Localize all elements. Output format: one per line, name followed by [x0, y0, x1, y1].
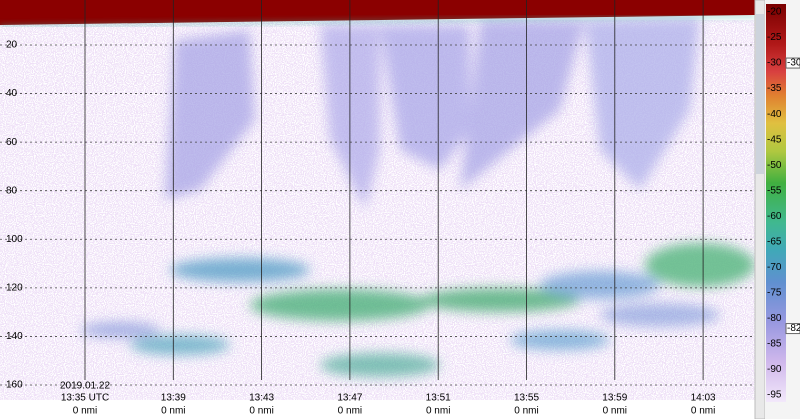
distance-label: 0 nmi	[514, 406, 538, 417]
color-scale-label: -65	[767, 236, 782, 247]
color-bar	[766, 4, 786, 402]
time-label: 13:55	[514, 393, 539, 404]
color-scale-label: -50	[767, 160, 782, 171]
color-scale-label: -55	[767, 185, 782, 196]
color-scale-label: -25	[767, 32, 782, 43]
depth-label: 20	[6, 40, 18, 51]
color-scale-label: -90	[767, 364, 782, 375]
color-scale-label: -60	[767, 211, 782, 222]
time-label: 13:35 UTC	[61, 393, 109, 404]
threshold-marker-box	[785, 57, 800, 69]
time-label: 13:47	[337, 393, 362, 404]
color-scale-label: -40	[767, 109, 782, 120]
time-label: 13:39	[161, 393, 186, 404]
echogram-image	[0, 0, 756, 400]
color-scale-label: -95	[767, 390, 782, 401]
distance-label: 0 nmi	[338, 406, 362, 417]
time-label: 14:03	[691, 393, 716, 404]
time-label: 13:43	[249, 393, 274, 404]
depth-label: 160	[6, 380, 23, 391]
distance-label: 0 nmi	[603, 406, 627, 417]
distance-label: 0 nmi	[426, 406, 450, 417]
color-scale-label: -30	[767, 58, 782, 69]
depth-label: 120	[6, 282, 23, 293]
depth-label: 60	[6, 137, 18, 148]
scrollbar-thumb[interactable]	[756, 14, 764, 174]
depth-label: 140	[6, 331, 23, 342]
threshold-marker-box	[785, 323, 800, 335]
depth-label: 40	[6, 88, 18, 99]
distance-label: 0 nmi	[691, 406, 715, 417]
time-label: 13:59	[602, 393, 627, 404]
color-scale-label: -80	[767, 313, 782, 324]
color-scale-label: -45	[767, 134, 782, 145]
depth-label: 80	[6, 185, 18, 196]
distance-label: 0 nmi	[161, 406, 185, 417]
threshold-marker: -82	[787, 323, 800, 334]
date-label: 2019.01.22	[60, 381, 110, 392]
color-scale-label: -70	[767, 262, 782, 273]
time-label: 13:51	[426, 393, 451, 404]
color-scale-label: -85	[767, 339, 782, 350]
distance-label: 0 nmi	[73, 406, 97, 417]
color-scale-label: -20	[767, 7, 782, 18]
color-scale-label: -75	[767, 287, 782, 298]
distance-label: 0 nmi	[249, 406, 273, 417]
threshold-marker: -30	[787, 58, 800, 69]
color-scale-label: -35	[767, 83, 782, 94]
depth-label: 100	[6, 234, 23, 245]
